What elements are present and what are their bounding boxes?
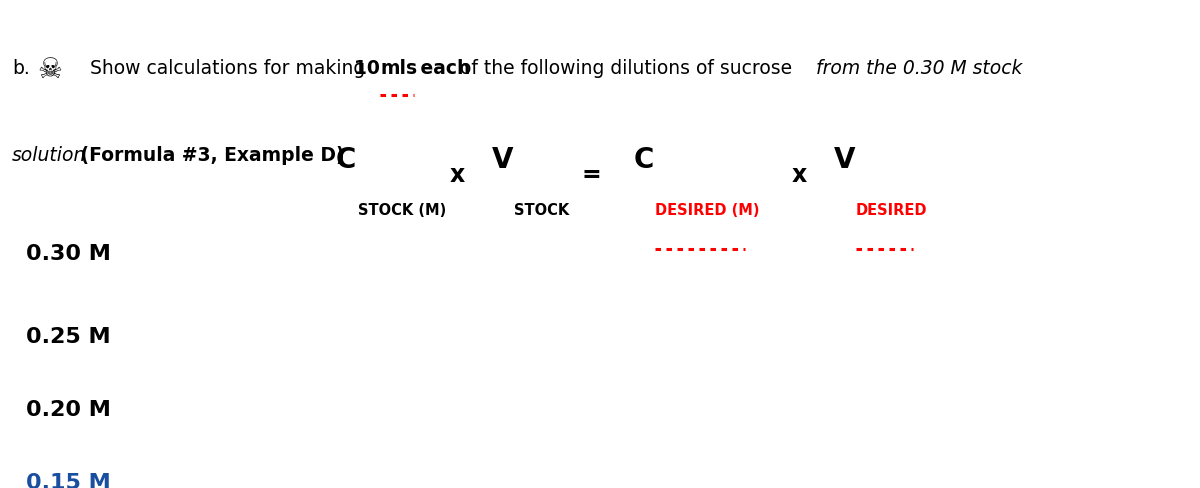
- Text: STOCK: STOCK: [514, 203, 569, 218]
- Text: V: V: [834, 146, 856, 174]
- Text: 0.30 M: 0.30 M: [26, 244, 112, 264]
- Text: STOCK (M): STOCK (M): [358, 203, 446, 218]
- Text: Show calculations for making: Show calculations for making: [90, 59, 371, 78]
- Text: from the 0.30 M stock: from the 0.30 M stock: [816, 59, 1022, 78]
- Text: 0.20 M: 0.20 M: [26, 400, 112, 420]
- Text: 10: 10: [354, 59, 386, 78]
- Text: C: C: [336, 146, 356, 174]
- Text: x: x: [450, 163, 466, 187]
- Text: DESIRED: DESIRED: [856, 203, 928, 218]
- Text: each: each: [414, 59, 470, 78]
- Text: solution: solution: [12, 146, 86, 165]
- Text: x: x: [792, 163, 808, 187]
- Text: mls: mls: [380, 59, 418, 78]
- Text: C: C: [634, 146, 654, 174]
- Text: DESIRED (M): DESIRED (M): [655, 203, 760, 218]
- Text: V: V: [492, 146, 514, 174]
- Text: =: =: [582, 163, 601, 187]
- Text: ☠️: ☠️: [38, 56, 64, 84]
- Text: 0.15 M: 0.15 M: [26, 473, 112, 488]
- Text: b.: b.: [12, 59, 30, 78]
- Text: 0.25 M: 0.25 M: [26, 327, 112, 347]
- Text: (Formula #3, Example D): (Formula #3, Example D): [74, 146, 346, 165]
- Text: of the following dilutions of sucrose: of the following dilutions of sucrose: [454, 59, 798, 78]
